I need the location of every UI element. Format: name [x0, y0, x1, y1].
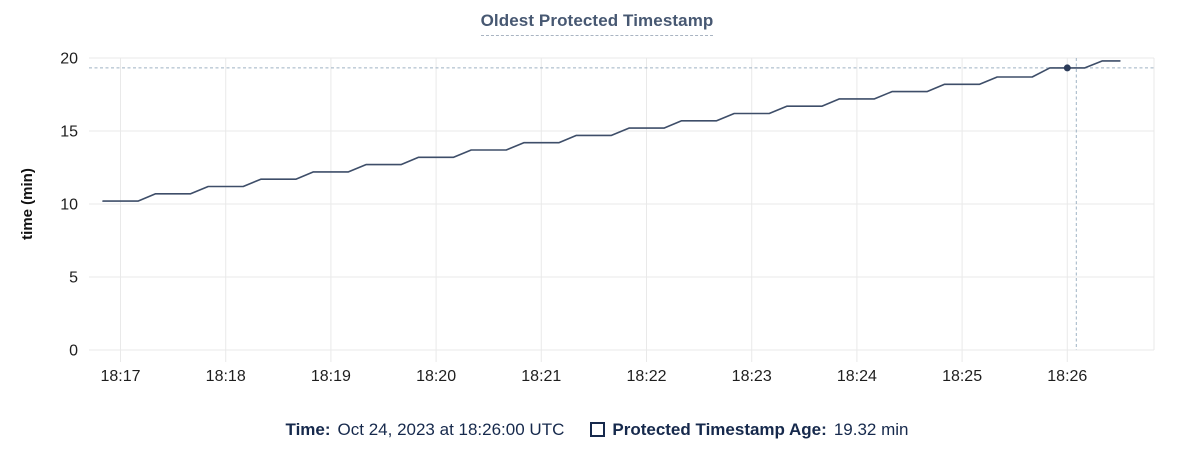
time-label: Time: [285, 420, 331, 439]
x-tick-label: 18:19 [311, 368, 351, 385]
y-axis-title: time (min) [19, 168, 36, 240]
hover-legend: Time: Oct 24, 2023 at 18:26:00 UTC Prote… [0, 419, 1194, 440]
chart-title[interactable]: Oldest Protected Timestamp [480, 11, 714, 36]
x-tick-label: 18:17 [100, 368, 140, 385]
series-label: Protected Timestamp Age: [612, 420, 827, 439]
chart-title-row: Oldest Protected Timestamp [0, 11, 1194, 36]
x-tick-label: 18:25 [942, 368, 982, 385]
series-value: 19.32 min [833, 420, 909, 439]
series-swatch[interactable] [590, 422, 606, 437]
hover-point-dot [1063, 64, 1071, 72]
time-value: Oct 24, 2023 at 18:26:00 UTC [337, 420, 565, 439]
line-chart[interactable]: 0 5 10 15 20 18:17 18:18 18:19 18:20 18:21 18:22 18… [0, 0, 1194, 400]
y-tick-label: 0 [69, 343, 78, 360]
x-tick-label: 18:20 [416, 368, 456, 385]
x-tick-label: 18:22 [626, 368, 666, 385]
x-tick-label: 18:21 [521, 368, 561, 385]
x-tick-label: 18:26 [1047, 368, 1087, 385]
x-tick-label: 18:18 [206, 368, 246, 385]
y-tick-label: 20 [60, 51, 78, 68]
y-tick-label: 15 [60, 124, 78, 141]
y-tick-label: 5 [69, 270, 78, 287]
x-tick-label: 18:24 [837, 368, 877, 385]
x-tick-label: 18:23 [732, 368, 772, 385]
series-line [102, 60, 1121, 202]
y-tick-label: 10 [60, 197, 78, 214]
